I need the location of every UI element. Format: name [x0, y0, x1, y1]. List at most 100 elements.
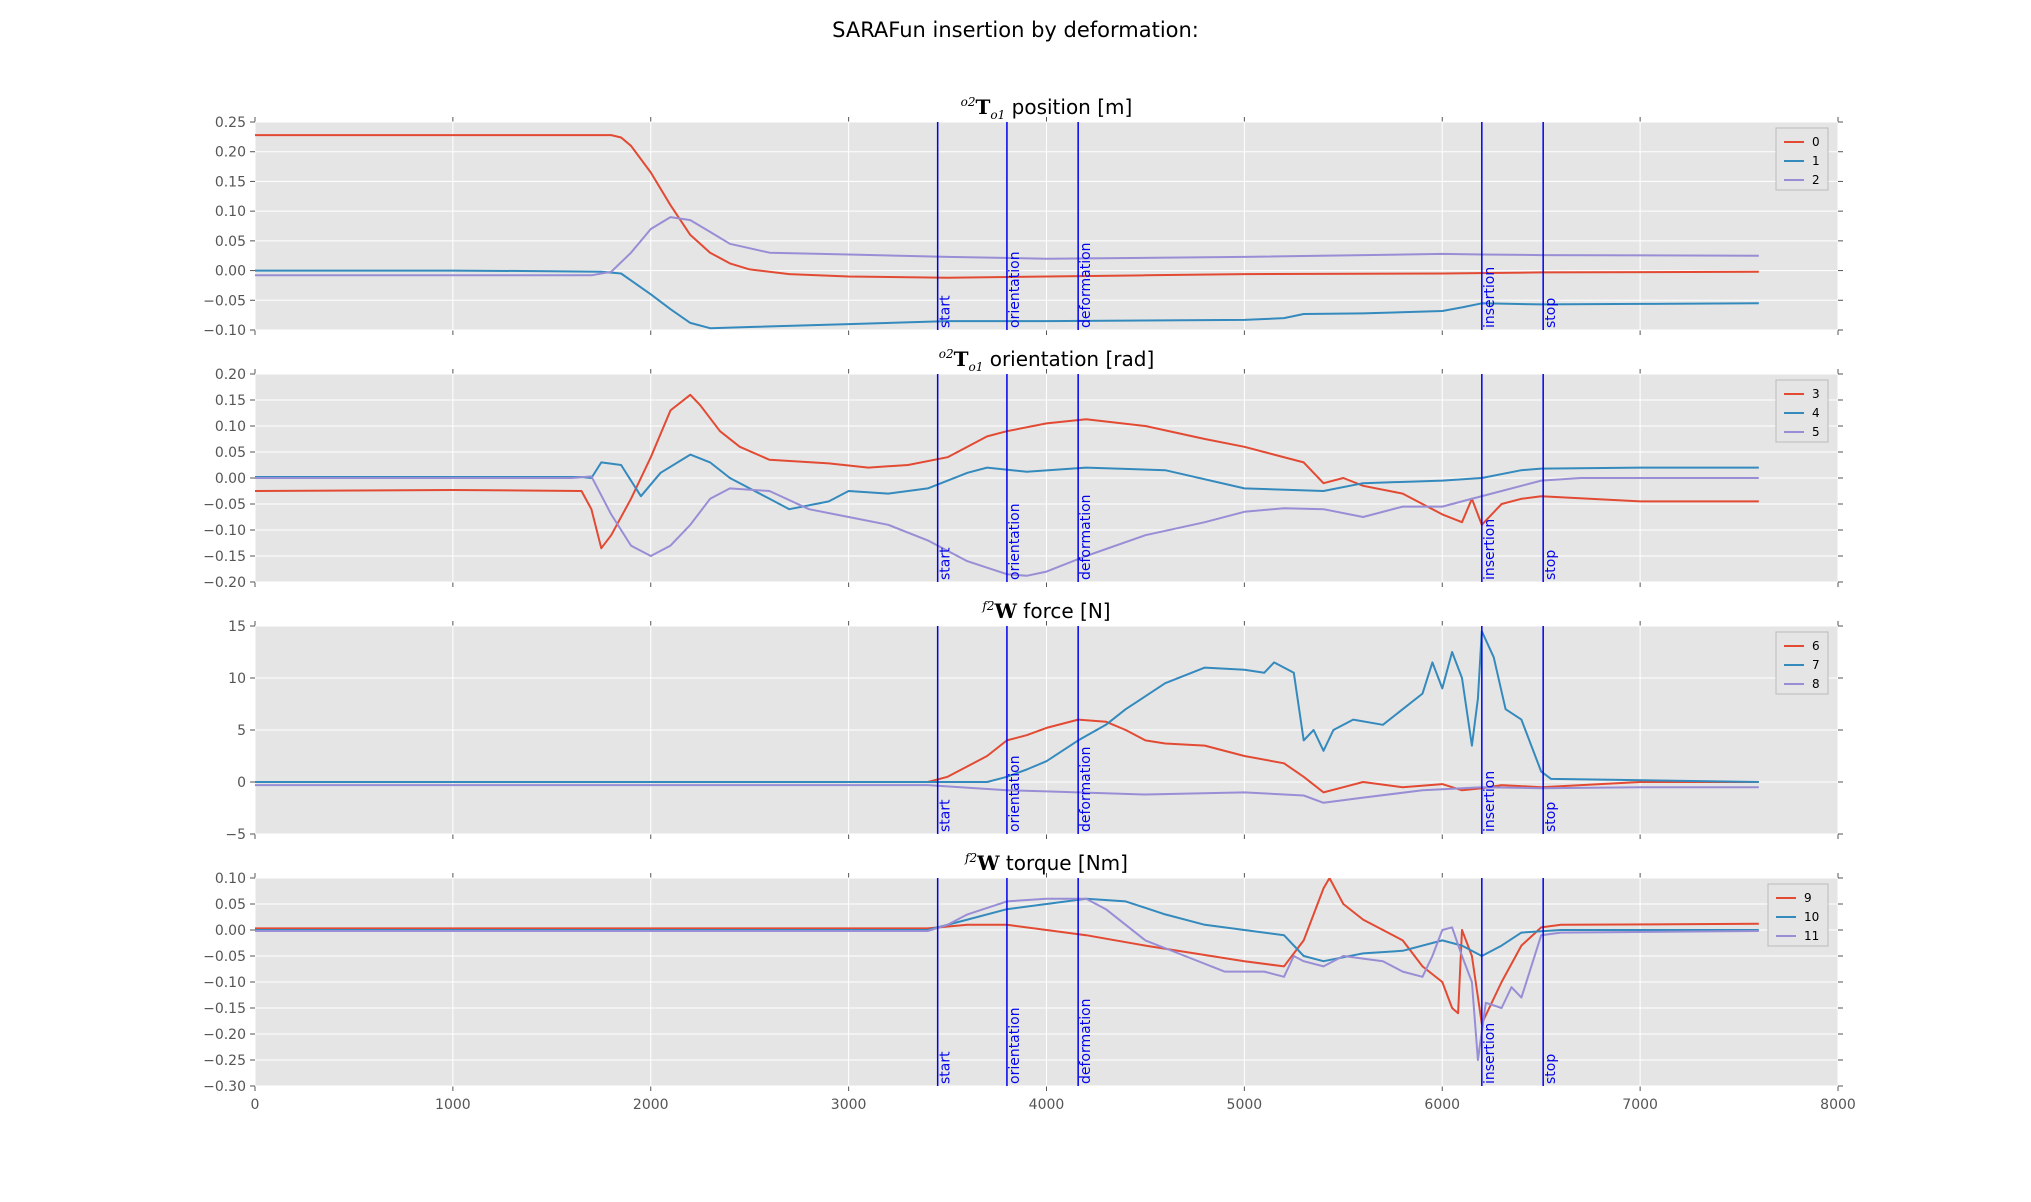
event-label-stop: stop: [1543, 550, 1559, 580]
x-tick-label: 4000: [1029, 1097, 1065, 1113]
title-superscript: o2: [939, 347, 954, 361]
y-tick-label: 0.00: [215, 923, 246, 939]
y-tick-label: 0.10: [215, 204, 246, 220]
title-superscript: f2: [981, 599, 994, 613]
event-label-insertion: insertion: [1482, 771, 1498, 832]
panel-title: o2To1 position [m]: [961, 95, 1133, 122]
event-label-stop: stop: [1543, 802, 1559, 832]
title-subscript: o1: [968, 360, 983, 374]
y-tick-label: 0.05: [215, 897, 246, 913]
legend-label-2: 2: [1812, 173, 1820, 187]
title-text: torque [Nm]: [1000, 851, 1128, 875]
panel-title: o2To1 orientation [rad]: [939, 347, 1155, 374]
y-tick-label: −0.20: [203, 1027, 246, 1043]
panel-title: f2W force [N]: [981, 599, 1110, 623]
x-tick-label: 8000: [1820, 1097, 1856, 1113]
event-label-deformation: deformation: [1078, 242, 1094, 328]
y-tick-label: −0.05: [203, 293, 246, 309]
legend-label-9: 9: [1804, 891, 1812, 905]
y-tick-label: 0.15: [215, 393, 246, 409]
series-line-0: [255, 134, 1759, 279]
event-label-orientation: orientation: [1007, 503, 1023, 580]
series-line-8: [255, 784, 1759, 804]
series-line-6: [255, 718, 1759, 794]
event-label-deformation: deformation: [1078, 494, 1094, 580]
legend-label-5: 5: [1812, 425, 1820, 439]
x-tick-label: 3000: [831, 1097, 867, 1113]
y-tick-label: −0.05: [203, 497, 246, 513]
series-line-5: [255, 475, 1759, 577]
y-tick-label: −0.15: [203, 1001, 246, 1017]
legend-label-8: 8: [1812, 677, 1820, 691]
panel-3: 0.10 0.05 0.00 −0.05 −0.10 −0.15 −0.20 −0.25 −0.…: [203, 851, 1856, 1113]
y-tick-label: 0.05: [215, 445, 246, 461]
legend: 3 4 5: [1775, 379, 1829, 443]
y-tick-label: 10: [228, 671, 246, 687]
legend: 0 1 2: [1775, 127, 1829, 191]
legend-label-11: 11: [1804, 929, 1819, 943]
y-tick-label: 0: [237, 775, 246, 791]
series-line-4: [255, 453, 1759, 511]
title-symbol: T: [954, 347, 969, 371]
series-line-10: [255, 897, 1759, 963]
title-text: orientation [rad]: [983, 347, 1154, 371]
event-label-stop: stop: [1543, 1054, 1559, 1084]
legend: 9 10 11: [1767, 883, 1829, 947]
y-tick-label: 0.00: [215, 264, 246, 280]
event-label-orientation: orientation: [1007, 251, 1023, 328]
y-tick-label: −0.25: [203, 1053, 246, 1069]
y-tick-label: −0.10: [203, 323, 246, 339]
y-tick-label: −0.10: [203, 975, 246, 991]
title-text: force [N]: [1017, 599, 1111, 623]
y-tick-label: 0.25: [215, 115, 246, 131]
event-label-orientation: orientation: [1007, 1007, 1023, 1084]
title-subscript: o1: [990, 108, 1005, 122]
event-label-insertion: insertion: [1482, 519, 1498, 580]
title-symbol: W: [976, 851, 1000, 875]
y-tick-label: 0.15: [215, 174, 246, 190]
legend-label-1: 1: [1812, 154, 1820, 168]
y-tick-label: 0.20: [215, 367, 246, 383]
legend: 6 7 8: [1775, 631, 1829, 695]
panel-2: 15 10 5 0 −5 start orientation deformation inser…: [225, 599, 1843, 843]
x-tick-label: 0: [251, 1097, 260, 1113]
y-tick-label: −0.30: [203, 1079, 246, 1095]
y-tick-label: 0.10: [215, 419, 246, 435]
y-tick-label: −0.20: [203, 575, 246, 591]
series-line-1: [255, 269, 1759, 330]
y-tick-label: −0.10: [203, 523, 246, 539]
title-superscript: f2: [964, 851, 977, 865]
event-label-start: start: [938, 295, 954, 328]
series-line-11: [255, 897, 1759, 1061]
legend-label-0: 0: [1812, 135, 1820, 149]
y-tick-label: 15: [228, 619, 246, 635]
title-superscript: o2: [961, 95, 976, 109]
y-tick-label: 0.00: [215, 471, 246, 487]
title-text: position [m]: [1005, 95, 1132, 119]
series-line-7: [255, 630, 1759, 783]
x-tick-label: 7000: [1622, 1097, 1658, 1113]
event-label-start: start: [938, 1051, 954, 1084]
y-tick-label: 0.05: [215, 234, 246, 250]
legend-label-4: 4: [1812, 406, 1820, 420]
y-tick-label: 0.10: [215, 871, 246, 887]
y-tick-label: −0.15: [203, 549, 246, 565]
x-tick-label: 6000: [1424, 1097, 1460, 1113]
panel-0: 0.25 0.20 0.15 0.10 0.05 0.00 −0.05 −0.10 start o…: [203, 95, 1843, 339]
event-label-insertion: insertion: [1482, 267, 1498, 328]
title-symbol: W: [993, 599, 1017, 623]
series-line-2: [255, 216, 1759, 277]
x-tick-label: 2000: [633, 1097, 669, 1113]
y-tick-label: 5: [237, 723, 246, 739]
legend-label-10: 10: [1804, 910, 1819, 924]
y-tick-label: 0.20: [215, 145, 246, 161]
event-label-insertion: insertion: [1482, 1023, 1498, 1084]
event-label-stop: stop: [1543, 298, 1559, 328]
x-tick-label: 5000: [1227, 1097, 1263, 1113]
event-label-deformation: deformation: [1078, 746, 1094, 832]
panel-title: f2W torque [Nm]: [964, 851, 1128, 875]
figure-title: SARAFun insertion by deformation:: [832, 18, 1199, 42]
legend-label-7: 7: [1812, 658, 1820, 672]
x-tick-label: 1000: [435, 1097, 471, 1113]
